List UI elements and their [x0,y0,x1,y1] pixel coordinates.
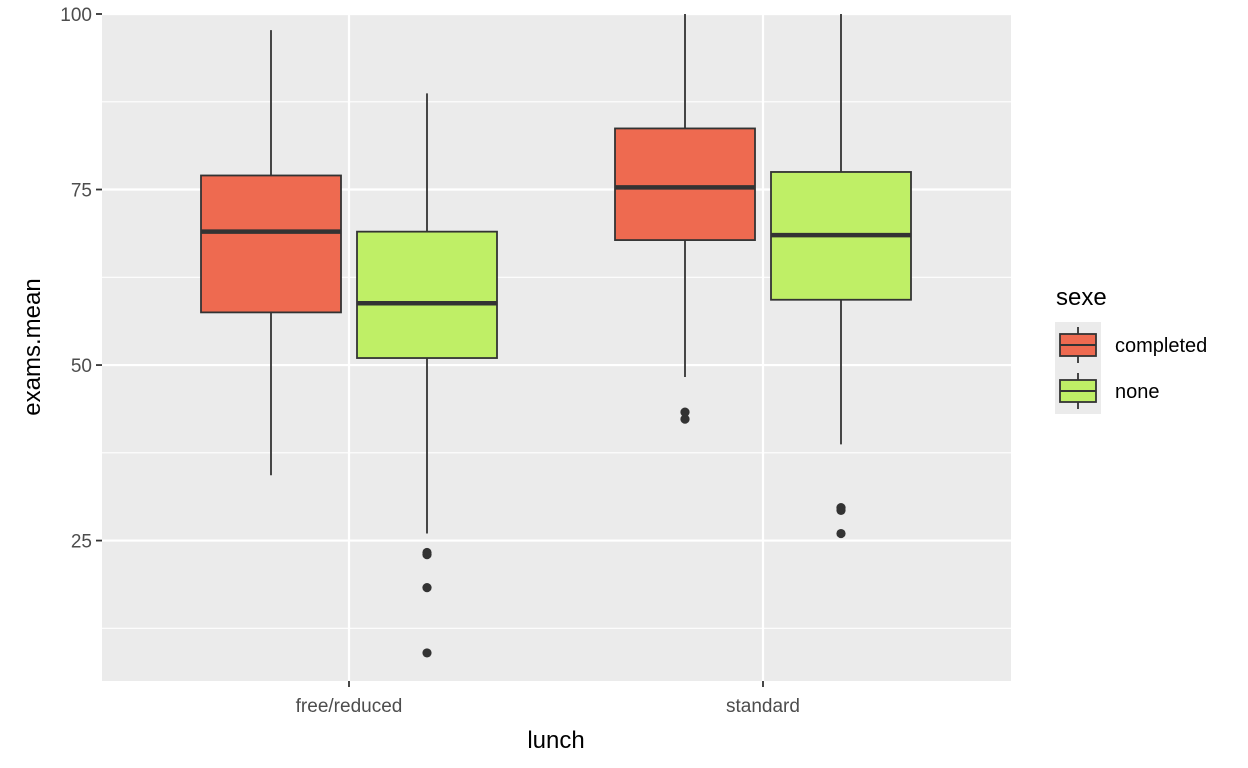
legend-item-completed: completed [1055,322,1207,368]
outlier-point [422,547,432,558]
outlier-point [422,648,432,658]
x-tick-label: free/reduced [296,696,403,717]
box-iqr [614,127,756,241]
box-iqr [200,174,342,314]
legend-title: sexe [1056,284,1107,311]
y-tick-label: 50 [71,356,92,377]
y-tick-label: 25 [71,532,92,553]
outlier-point [680,407,690,417]
box-completed-free-reduced [200,30,342,476]
legend-item-none: none [1055,368,1160,414]
boxes-layer [200,14,912,658]
outlier-point [836,502,846,513]
x-axis: free/reduced standard [296,681,800,717]
y-axis-title: exams.mean [19,278,46,415]
outlier-point [422,583,432,593]
legend-label: none [1115,381,1160,403]
box-completed-standard [614,14,756,424]
outlier-point [680,414,690,424]
y-tick-label: 75 [71,181,92,202]
y-tick-label: 100 [60,5,92,26]
x-axis-title: lunch [527,727,584,754]
box-iqr [356,230,498,359]
box-none-free-reduced [356,93,498,658]
legend: sexe completed none [1055,284,1207,414]
legend-label: completed [1115,335,1207,357]
plot-panel [102,14,1011,681]
y-axis: 25 50 75 100 [60,5,102,553]
outlier-point [836,528,846,539]
box-none-standard [770,14,912,539]
x-tick-label: standard [726,696,800,717]
